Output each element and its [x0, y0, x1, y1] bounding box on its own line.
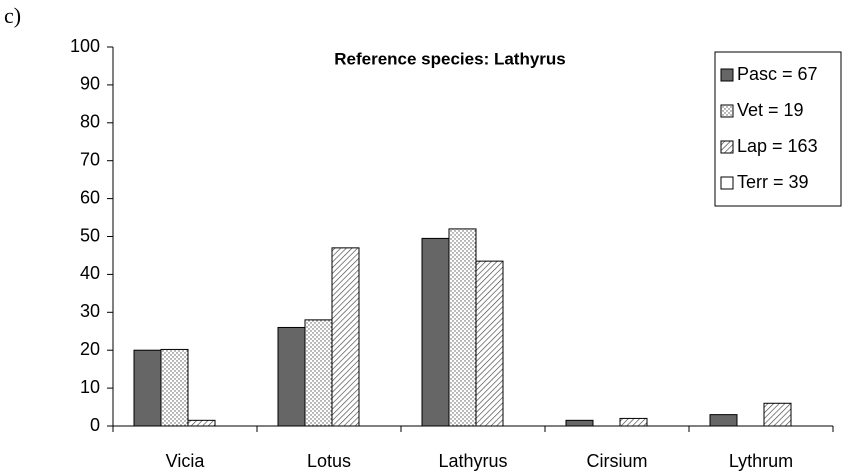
bar	[448, 228, 477, 427]
bar	[475, 260, 504, 427]
bar	[187, 419, 216, 427]
y-tick-label: 10	[80, 377, 100, 397]
legend-swatch	[720, 140, 734, 154]
legend-box	[714, 51, 842, 207]
x-tick-label: Lythrum	[729, 451, 793, 471]
y-tick-label: 40	[80, 263, 100, 283]
y-tick-label: 90	[80, 74, 100, 94]
bar	[763, 402, 792, 427]
bar	[277, 326, 306, 427]
y-tick-label: 70	[80, 149, 100, 169]
bar	[565, 419, 594, 427]
x-tick-label: Cirsium	[587, 451, 648, 471]
y-tick-label: 0	[90, 415, 100, 435]
legend-label: Vet = 19	[737, 100, 804, 120]
legend-swatch	[720, 104, 734, 118]
y-tick-label: 20	[80, 339, 100, 359]
y-tick-label: 80	[80, 112, 100, 132]
bar	[331, 247, 360, 427]
bar	[160, 348, 189, 427]
bar	[619, 417, 648, 427]
y-tick-label: 100	[70, 36, 100, 56]
y-tick-label: 60	[80, 187, 100, 207]
y-tick-label: 30	[80, 301, 100, 321]
y-tick-label: 50	[80, 225, 100, 245]
x-tick-label: Lathyrus	[438, 451, 507, 471]
legend-swatch	[720, 68, 734, 82]
legend-swatch	[720, 176, 734, 190]
bar	[421, 237, 450, 427]
chart-title: Reference species: Lathyrus	[334, 49, 566, 68]
bar	[304, 319, 333, 427]
x-tick-label: Lotus	[307, 451, 351, 471]
bar	[709, 414, 738, 427]
legend-label: Terr = 39	[737, 172, 809, 192]
legend-label: Pasc = 67	[737, 64, 818, 84]
legend-label: Lap = 163	[737, 136, 818, 156]
bar	[133, 349, 162, 427]
panel-label: c)	[4, 3, 21, 28]
x-tick-label: Vicia	[166, 451, 206, 471]
